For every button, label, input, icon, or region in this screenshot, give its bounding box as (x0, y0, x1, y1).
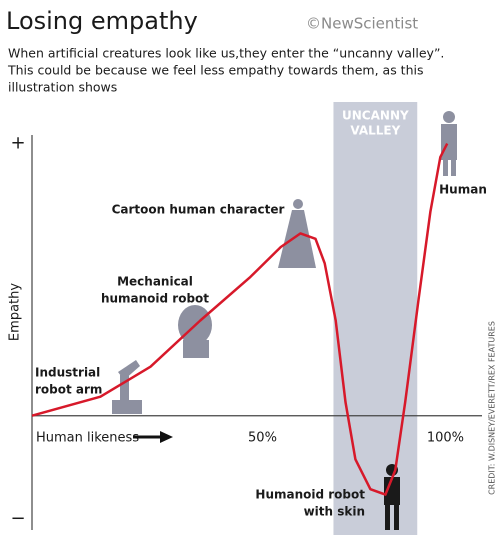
mechanical-robot-figure (178, 305, 212, 358)
band-label: VALLEY (350, 124, 400, 138)
annotation: robot arm (35, 383, 102, 397)
y-axis-label: Empathy (8, 283, 23, 341)
chart-title: Losing empathy (6, 7, 198, 35)
x-tick-label: 50% (248, 431, 277, 446)
credit: CREDIT: W.DISNEY/EVERETT/REX FEATURES (488, 321, 497, 495)
x-axis-label: Human likeness (36, 431, 139, 446)
y-tick-label: + (10, 133, 25, 154)
cartoon-figure (278, 199, 316, 268)
empathy-curve (31, 143, 449, 496)
y-tick-label: − (10, 508, 25, 529)
annotation: Cartoon human character (112, 203, 285, 217)
uncanny-band (333, 102, 418, 535)
annotation: Human (439, 183, 487, 197)
x-tick-label: 100% (427, 431, 464, 446)
annotation: Humanoid robot (255, 488, 365, 502)
band-label: UNCANNY (342, 109, 409, 123)
subtitle: illustration shows (8, 80, 117, 95)
annotation: Mechanical (117, 275, 193, 289)
annotation: with skin (304, 505, 365, 519)
arrow-head (160, 431, 173, 443)
annotation: humanoid robot (101, 292, 209, 306)
annotation: Industrial (35, 366, 100, 380)
logo: ©NewScientist (306, 15, 418, 33)
subtitle: When artificial creatures look like us,t… (8, 46, 444, 61)
subtitle: This could be because we feel less empat… (7, 63, 424, 78)
human-figure (441, 111, 457, 176)
robot-arm-figure (112, 360, 142, 414)
